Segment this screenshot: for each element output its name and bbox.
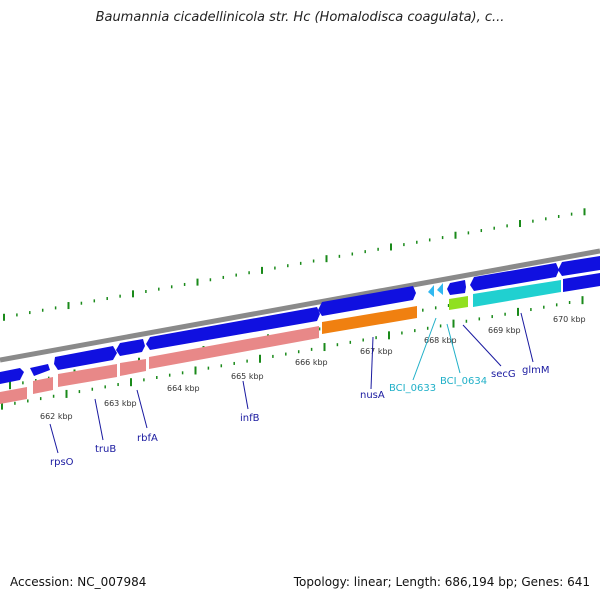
tick-row-top: [3, 208, 586, 321]
topology-summary: Topology: linear; Length: 686,194 bp; Ge…: [293, 575, 590, 589]
gene-label-bci-0633[interactable]: BCI_0633: [389, 383, 436, 394]
forward-strand: [0, 256, 600, 384]
tick-label: 670 kbp: [553, 315, 586, 324]
gene-bar-reverse[interactable]: [58, 364, 117, 387]
leader-line: [136, 389, 148, 429]
gene-bar-reverse[interactable]: [449, 296, 468, 310]
scale-labels: 662 kbp 663 kbp 664 kbp 665 kbp 666 kbp …: [40, 315, 586, 421]
leader-line: [94, 398, 104, 441]
leader-line: [520, 312, 534, 363]
leader-line: [412, 317, 437, 381]
leader-line: [242, 380, 249, 410]
tick-label: 667 kbp: [360, 347, 393, 356]
gene-bar-reverse[interactable]: [322, 306, 417, 334]
gene-label-rbfA[interactable]: rbfA: [137, 433, 158, 444]
gene-arrow-forward[interactable]: [30, 364, 50, 376]
gene-label-nusA[interactable]: nusA: [360, 390, 385, 401]
tick-label: 669 kbp: [488, 326, 521, 335]
gene-label-secG[interactable]: secG: [491, 369, 516, 380]
gene-arrow-forward[interactable]: [146, 307, 320, 350]
gene-label-infB[interactable]: infB: [240, 413, 260, 424]
leader-line: [462, 324, 502, 367]
gene-bar-reverse[interactable]: [149, 326, 319, 369]
reverse-strand: [0, 273, 600, 404]
gene-bar-reverse[interactable]: [0, 387, 27, 404]
gene-bar-reverse[interactable]: [120, 359, 146, 376]
gene-label-bci-0634[interactable]: BCI_0634: [440, 376, 487, 387]
gene-labels: rpsO truB rbfA infB nusA BCI_0633 BCI_06…: [50, 365, 550, 468]
genome-backbone: [0, 248, 600, 363]
gene-small-cyan[interactable]: [437, 283, 443, 295]
leader-lines: [49, 312, 534, 454]
tick-label: 666 kbp: [295, 358, 328, 367]
accession-label: Accession: NC_007984: [10, 575, 147, 589]
map-title: Baumannia cicadellinicola str. Hc (Homal…: [95, 10, 505, 25]
gene-label-rpsO[interactable]: rpsO: [50, 457, 74, 468]
tick-label: 668 kbp: [424, 336, 457, 345]
gene-arrow-forward[interactable]: [470, 263, 559, 291]
gene-arrow-forward[interactable]: [318, 286, 416, 316]
leader-line: [370, 336, 374, 390]
gene-bar-reverse[interactable]: [563, 273, 600, 292]
tick-row-bottom: [1, 296, 584, 410]
gene-arrow-forward[interactable]: [447, 280, 466, 295]
leader-line: [49, 423, 59, 454]
gene-small-cyan[interactable]: [428, 285, 434, 297]
gene-arrow-forward[interactable]: [116, 339, 145, 356]
gene-arrow-forward[interactable]: [54, 346, 117, 370]
tick-label: 662 kbp: [40, 412, 73, 421]
gene-label-glmM[interactable]: glmM: [522, 365, 550, 376]
gene-bar-reverse[interactable]: [473, 280, 561, 307]
gene-label-truB[interactable]: truB: [95, 444, 116, 455]
leader-line: [446, 323, 461, 374]
tick-label: 664 kbp: [167, 384, 200, 393]
gene-arrow-forward[interactable]: [0, 368, 24, 384]
gene-arrow-forward[interactable]: [558, 256, 600, 276]
gene-bar-reverse[interactable]: [33, 377, 53, 394]
tick-label: 663 kbp: [104, 399, 137, 408]
tick-label: 665 kbp: [231, 372, 264, 381]
